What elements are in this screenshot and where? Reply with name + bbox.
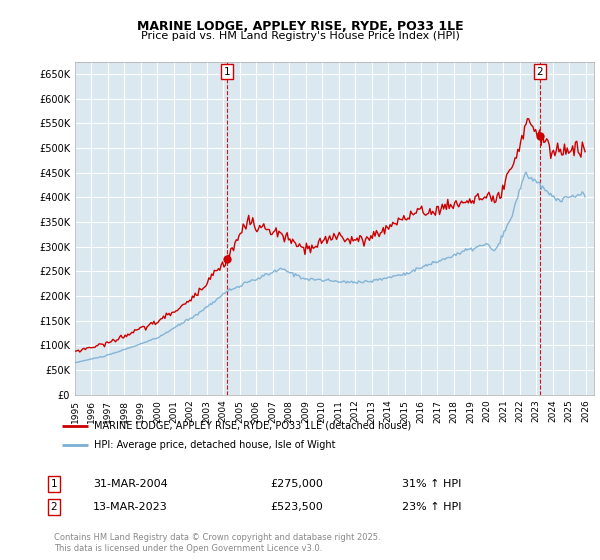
Text: HPI: Average price, detached house, Isle of Wight: HPI: Average price, detached house, Isle… bbox=[94, 440, 335, 450]
Text: 1: 1 bbox=[224, 67, 230, 77]
Text: Price paid vs. HM Land Registry's House Price Index (HPI): Price paid vs. HM Land Registry's House … bbox=[140, 31, 460, 41]
Text: MARINE LODGE, APPLEY RISE, RYDE, PO33 1LE (detached house): MARINE LODGE, APPLEY RISE, RYDE, PO33 1L… bbox=[94, 421, 411, 431]
Text: 31-MAR-2004: 31-MAR-2004 bbox=[93, 479, 168, 489]
Text: 1: 1 bbox=[50, 479, 58, 489]
Text: 31% ↑ HPI: 31% ↑ HPI bbox=[402, 479, 461, 489]
Text: Contains HM Land Registry data © Crown copyright and database right 2025.
This d: Contains HM Land Registry data © Crown c… bbox=[54, 533, 380, 553]
Text: 13-MAR-2023: 13-MAR-2023 bbox=[93, 502, 168, 512]
Text: £275,000: £275,000 bbox=[270, 479, 323, 489]
Text: 23% ↑ HPI: 23% ↑ HPI bbox=[402, 502, 461, 512]
Text: £523,500: £523,500 bbox=[270, 502, 323, 512]
Text: MARINE LODGE, APPLEY RISE, RYDE, PO33 1LE: MARINE LODGE, APPLEY RISE, RYDE, PO33 1L… bbox=[137, 20, 463, 32]
Text: 2: 2 bbox=[536, 67, 543, 77]
Text: 2: 2 bbox=[50, 502, 58, 512]
